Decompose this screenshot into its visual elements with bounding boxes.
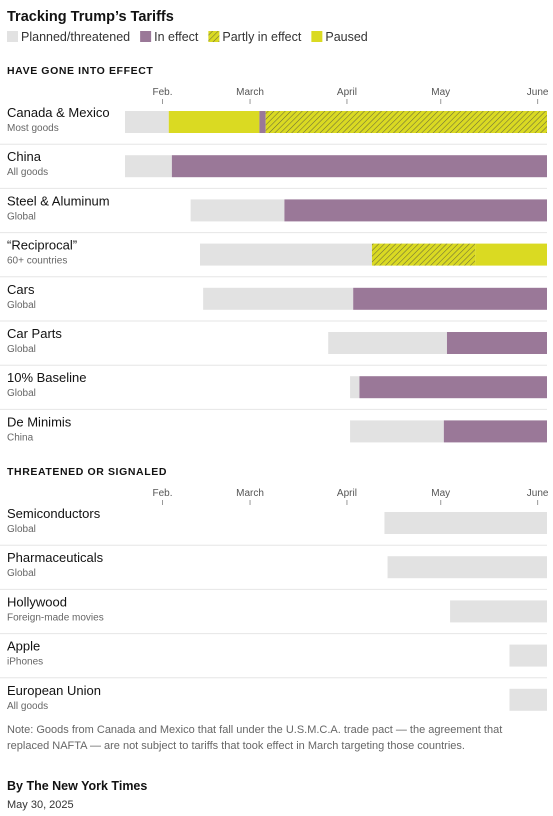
legend-item-in_effect: In effect [140,30,199,44]
bar-segment-planned [509,688,547,711]
timeline-row: Hollywood Foreign-made movies [0,594,547,635]
axis-tick-label: April [337,488,357,499]
bar-segment-planned [350,376,360,399]
bar-segment-in-effect [259,111,266,133]
row-sublabel: Foreign-made movies [7,612,104,623]
legend-swatch-partly [208,31,220,42]
bar-segment-in-effect [443,420,547,443]
bar-segment-in-effect [171,155,547,178]
row-sublabel: China [7,432,34,443]
timeline-row: Canada & Mexico Most goods [0,105,547,145]
bar-segment-planned [328,332,447,354]
bar-segment-partly [371,243,476,266]
row-sublabel: Global [7,568,36,579]
time-axis: Feb. March April May June [153,87,549,104]
axis-tick-label: May [431,488,450,499]
legend-swatch-in_effect [140,31,152,42]
bar-segment-planned [125,111,169,133]
bar-segment-paused [475,243,547,266]
timeline-row: Apple iPhones [0,639,547,679]
row-sublabel: Global [7,388,36,399]
bar-segment-partly [265,111,547,133]
timeline-row: China All goods [0,149,547,189]
bar-segment-in-effect [359,376,547,399]
byline: By The New York Times [7,779,148,793]
legend-swatch-paused [311,31,323,42]
row-sublabel: Global [7,211,36,222]
row-sublabel: Global [7,524,36,535]
row-label: China [7,149,42,164]
timeline-row: European Union All goods [7,683,547,712]
legend-item-planned: Planned/threatened [7,30,130,44]
axis-tick-label: Feb. [153,488,173,499]
legend-label-partly: Partly in effect [222,30,302,44]
timeline-row: “Reciprocal” 60+ countries [0,238,547,278]
axis-tick-label: Feb. [153,87,173,98]
axis-tick-label: June [527,488,549,499]
row-label: De Minimis [7,414,72,429]
bar-segment-planned [125,155,172,178]
bar-segment-in-effect [446,332,547,354]
row-sublabel: Most goods [7,123,59,134]
row-label: Pharmaceuticals [7,550,104,565]
bar-segment-planned [387,556,547,579]
row-sublabel: 60+ countries [7,256,67,267]
row-sublabel: All goods [7,167,48,178]
row-label: Semiconductors [7,506,101,521]
timeline-row: Semiconductors Global [0,506,547,546]
axis-tick-label: March [236,87,264,98]
section-header: THREATENED OR SIGNALED [7,466,167,478]
bar-segment-planned [200,243,372,266]
row-label: Cars [7,282,35,297]
section-2: THREATENED OR SIGNALED Feb. March April May J… [0,466,549,712]
chart-title: Tracking Trump’s Tariffs [7,9,174,25]
timeline-row: Car Parts Global [0,326,547,366]
legend-swatch-planned [7,31,18,42]
bar-segment-planned [350,420,444,443]
row-label: Canada & Mexico [7,105,110,120]
bar-segment-paused [168,111,260,133]
legend-label-in_effect: In effect [154,30,199,44]
legend-label-planned: Planned/threatened [21,30,130,44]
legend-label-paused: Paused [325,30,367,44]
axis-tick-label: June [527,87,549,98]
row-sublabel: All goods [7,701,48,712]
axis-tick-label: May [431,87,450,98]
timeline-row: Pharmaceuticals Global [0,550,547,590]
time-axis: Feb. March April May June [153,488,549,505]
timeline-row: 10% Baseline Global [0,370,547,410]
timeline-row: Cars Global [0,282,547,322]
legend: Planned/threatened In effect Partly in eff… [7,30,368,44]
bar-segment-in-effect [284,199,547,222]
timeline-row: De Minimis China [7,414,547,443]
row-label: Apple [7,639,40,654]
legend-item-partly: Partly in effect [208,30,302,44]
bar-segment-planned [203,287,354,310]
bar-segment-planned [190,199,285,222]
row-sublabel: Global [7,344,36,355]
row-label: Car Parts [7,326,62,341]
legend-item-paused: Paused [311,30,368,44]
row-sublabel: iPhones [7,657,43,668]
row-label: Steel & Aluminum [7,193,110,208]
bar-segment-planned [509,644,547,667]
publish-date: May 30, 2025 [7,799,74,811]
row-label: “Reciprocal” [7,238,77,253]
tariff-timeline-chart: Tracking Trump’s Tariffs Planned/threate… [0,9,549,712]
row-label: European Union [7,683,101,698]
bar-segment-in-effect [353,287,547,310]
row-label: 10% Baseline [7,370,87,385]
section-header: HAVE GONE INTO EFFECT [7,65,153,77]
axis-tick-label: March [236,488,264,499]
bar-segment-planned [384,512,547,534]
row-sublabel: Global [7,300,36,311]
chart-note: Note: Goods from Canada and Mexico that … [7,724,503,752]
bar-segment-planned [450,600,547,623]
timeline-row: Steel & Aluminum Global [0,193,547,234]
axis-tick-label: April [337,87,357,98]
row-label: Hollywood [7,594,67,609]
